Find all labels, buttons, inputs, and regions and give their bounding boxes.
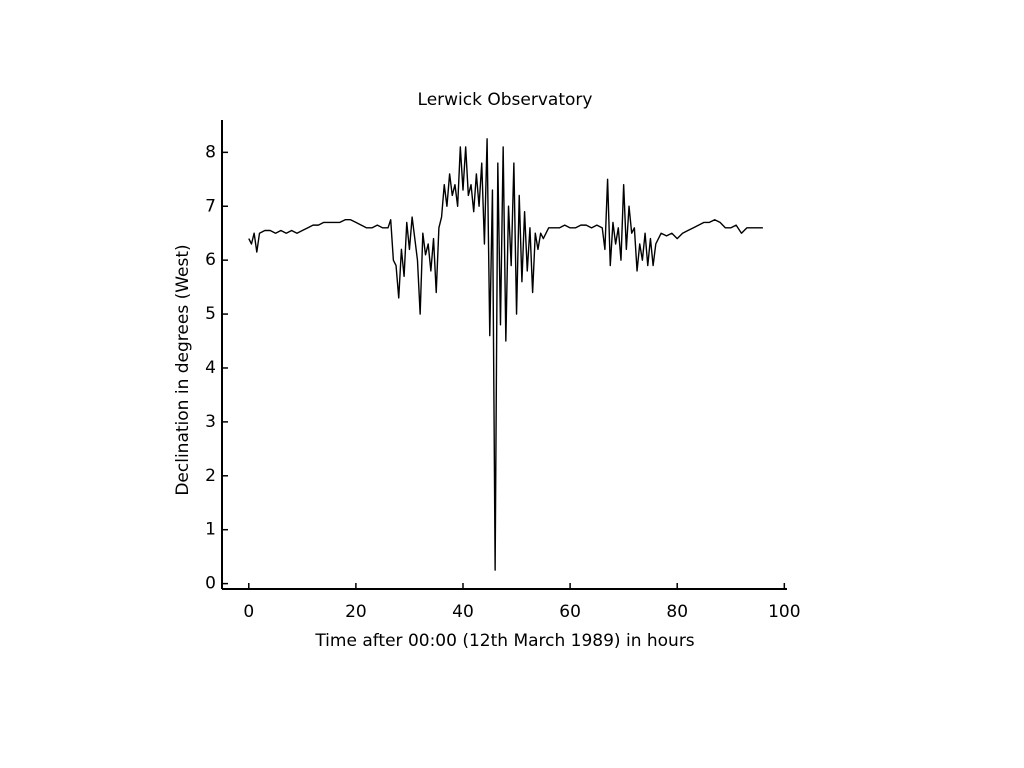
y-tick-label: 8 — [205, 142, 216, 162]
y-tick-label: 1 — [205, 520, 216, 540]
x-tick-label: 100 — [768, 602, 800, 622]
data-line — [248, 138, 763, 571]
y-tick-label: 7 — [205, 196, 216, 216]
x-tick-label: 0 — [243, 602, 254, 622]
y-tick-label: 5 — [205, 304, 216, 324]
chart-title: Lerwick Observatory — [418, 90, 593, 110]
y-tick-label: 4 — [205, 358, 216, 378]
y-tick-label: 2 — [205, 466, 216, 486]
x-tick-label: 40 — [452, 602, 474, 622]
y-tick-label: 6 — [205, 250, 216, 270]
x-tick-label: 60 — [559, 602, 581, 622]
y-tick-label: 0 — [205, 574, 216, 594]
x-tick-label: 20 — [345, 602, 367, 622]
y-tick-label: 3 — [205, 412, 216, 432]
x-axis-label: Time after 00:00 (12th March 1989) in ho… — [314, 631, 694, 651]
y-axis-label: Declination in degrees (West) — [173, 244, 193, 495]
x-tick-label: 80 — [666, 602, 688, 622]
